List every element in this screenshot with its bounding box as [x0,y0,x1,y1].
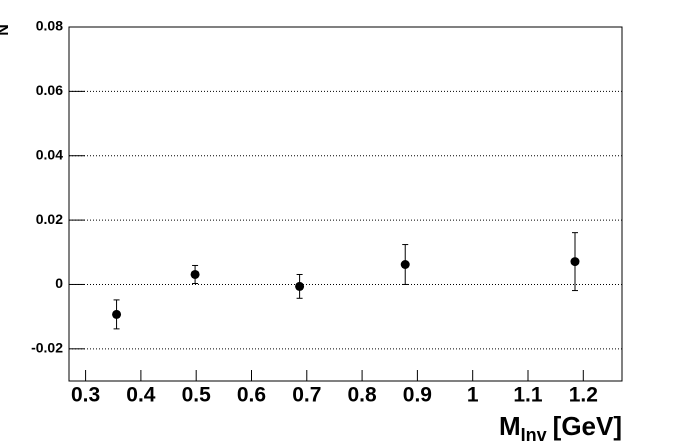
y-tick-label: -0.02 [31,340,63,356]
data-point [570,257,580,267]
x-tick-label: 1 [467,384,479,407]
x-label-sub: Inv [521,425,547,444]
x-tick-label: 0.8 [347,384,377,407]
x-tick-label: 0.6 [237,384,266,407]
x-axis-label: MInv [GeV] [499,411,622,444]
data-point [295,281,305,291]
y-axis-label: N [0,24,12,36]
x-tick-label: 0.5 [182,384,212,407]
y-tick-label: 0.04 [36,146,63,162]
x-tick-label: 0.3 [71,384,100,407]
x-tick-label: 0.7 [292,384,321,407]
x-label-unit: [GeV] [553,411,622,441]
y-tick-label: 0.02 [36,211,63,227]
x-tick-label: 0.4 [126,384,156,407]
data-point [190,269,200,279]
y-tick-label: 0.08 [36,18,63,34]
data-point [112,309,122,319]
y-tick-label: 0.06 [36,82,63,98]
x-label-main: M [499,411,521,441]
x-tick-label: 1.2 [569,384,598,407]
data-point [400,260,410,270]
y-tick-label: 0 [55,275,63,291]
x-tick-label: 0.9 [403,384,432,407]
plot-frame [68,26,623,382]
x-tick-label: 1.1 [513,384,543,407]
